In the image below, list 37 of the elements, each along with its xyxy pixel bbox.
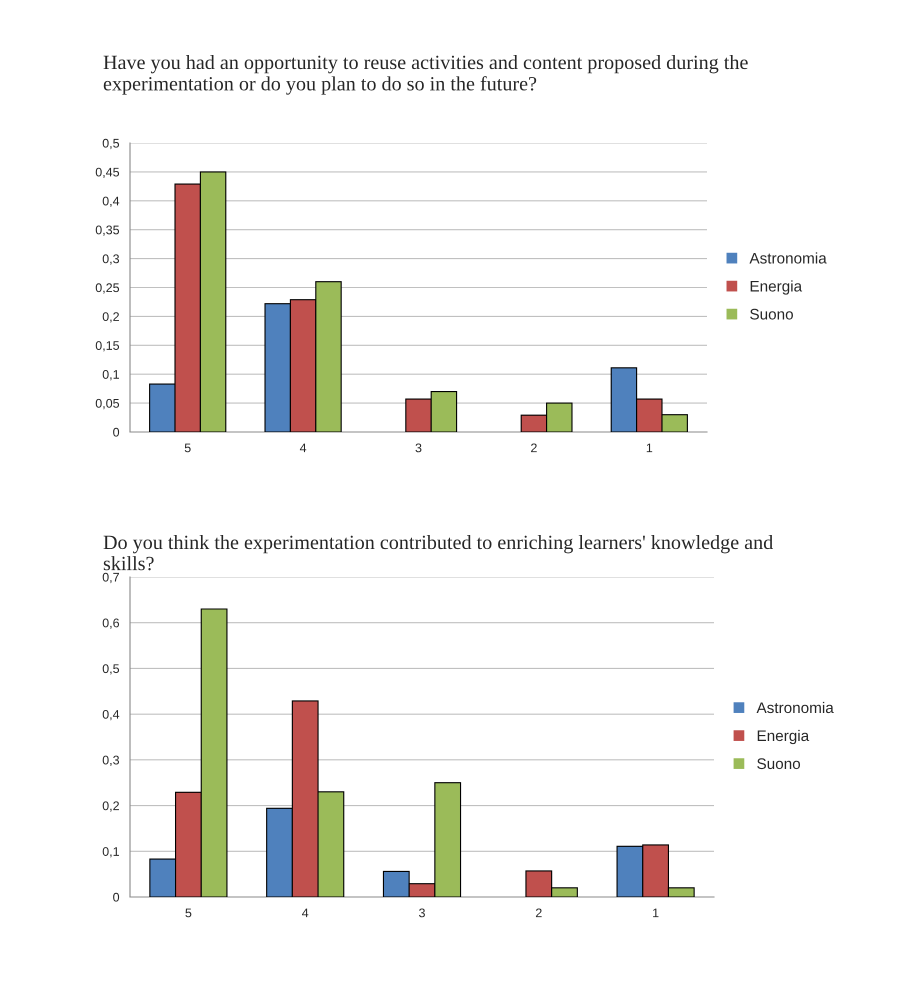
x-tick-label: 1 [646,444,652,452]
x-tick-label: 3 [419,908,425,918]
x-tick-label: 5 [185,908,192,918]
x-tick-label: 5 [184,444,191,452]
x-tick-label: 2 [531,443,537,452]
y-tick-label: 0,1 [102,847,119,858]
y-tick-label: 0,1 [102,370,119,380]
x-tick-label: 1 [653,908,658,918]
x-tick-label: 3 [416,443,422,452]
legend-label: Energia [750,280,802,295]
y-tick-label: 0,6 [102,618,120,629]
legend-label: Suono [757,758,800,770]
chart-title: Do you think the experimentation contributed to enriching learners' knowledge and skills? [104,535,774,570]
y-tick-label: 0,25 [96,283,120,294]
y-tick-label: 0,05 [96,398,120,410]
y-tick-label: 0,5 [102,664,120,675]
chart-title: Have you had an opportunity to reuse activities and content proposed during the experimentation or do you plan to do so in the future? [104,55,748,95]
y-tick-label: 0,35 [96,226,120,236]
legend-label: Astronomia [756,702,834,714]
legend-label: Energia [758,730,810,744]
y-tick-label: 0 [113,892,120,902]
x-tick-label: 4 [302,908,308,918]
x-tick-label: 2 [536,908,542,918]
x-tick-label: 4 [300,444,306,452]
legend-label: Astronomia [749,252,827,264]
y-tick-label: 0,3 [102,756,120,766]
y-tick-label: 0,15 [96,341,120,352]
y-tick-label: 0,45 [96,168,120,178]
y-tick-label: 0,7 [102,572,119,584]
legend-label: Suono [750,308,793,320]
y-tick-label: 0,4 [102,710,120,720]
y-tick-label: 0,4 [102,196,120,207]
y-tick-label: 0 [113,428,120,437]
y-tick-label: 0,2 [102,801,119,812]
y-tick-label: 0,5 [102,138,120,150]
y-tick-label: 0,2 [102,312,119,323]
y-tick-label: 0,3 [102,254,120,265]
